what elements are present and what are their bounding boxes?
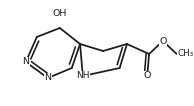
Text: CH₃: CH₃ (178, 50, 194, 59)
Text: OH: OH (53, 10, 67, 19)
Text: NH: NH (76, 72, 90, 80)
Text: O: O (144, 72, 151, 80)
Text: N: N (22, 57, 29, 66)
Text: N: N (44, 73, 51, 82)
Text: O: O (159, 36, 167, 45)
